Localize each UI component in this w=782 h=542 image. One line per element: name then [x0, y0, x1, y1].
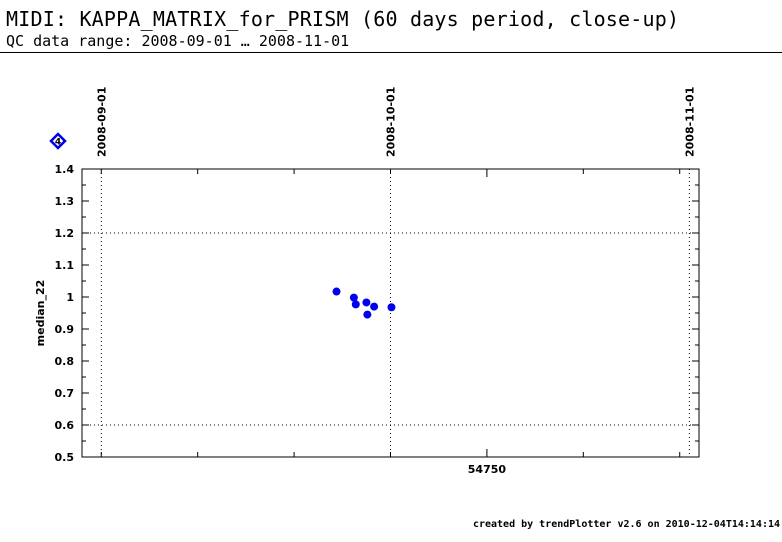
- y-tick-label: 1: [66, 291, 74, 304]
- data-point: [363, 310, 372, 319]
- header-divider: [0, 52, 782, 53]
- grid-layer: [82, 169, 699, 457]
- y-axis-title: median_22: [34, 280, 47, 347]
- y-tick-label: 0.5: [55, 451, 75, 464]
- y-tick-label: 0.6: [55, 419, 75, 432]
- date-label: 2008-10-01: [385, 87, 398, 157]
- x-axis-label: 54750: [468, 463, 507, 476]
- axis-layer: [81, 168, 700, 458]
- y-tick-label: 0.9: [55, 323, 75, 336]
- data-point: [370, 302, 379, 311]
- data-point: [332, 287, 341, 296]
- y-tick-label: 1.1: [55, 259, 75, 272]
- y-tick-label: 0.7: [55, 387, 75, 400]
- footer-credit: created by trendPlotter v2.6 on 2010-12-…: [472, 519, 780, 530]
- label-layer: 2008-09-01 2008-10-01 2008-11-01 0.5 0.6 0.7 0…: [34, 87, 696, 476]
- y-tick-label: 1.3: [55, 195, 75, 208]
- y-tick-label: 0.8: [55, 355, 75, 368]
- marker-label: 4: [55, 138, 61, 148]
- date-label: 2008-09-01: [95, 87, 108, 157]
- marker-layer: 4: [49, 132, 67, 150]
- data-point: [362, 298, 371, 307]
- y-tick-label: 1.4: [55, 163, 75, 176]
- y-tick-label: 1.2: [55, 227, 75, 240]
- data-points: [332, 287, 396, 319]
- data-point: [387, 303, 396, 312]
- chart-title: MIDI: KAPPA_MATRIX_for_PRISM (60 days pe…: [6, 7, 680, 31]
- diamond-marker-icon: [49, 132, 67, 150]
- date-label: 2008-11-01: [683, 87, 696, 157]
- data-point: [351, 300, 360, 309]
- chart-subtitle: QC data range: 2008-09-01 … 2008-11-01: [6, 32, 350, 50]
- data-point: [349, 293, 358, 302]
